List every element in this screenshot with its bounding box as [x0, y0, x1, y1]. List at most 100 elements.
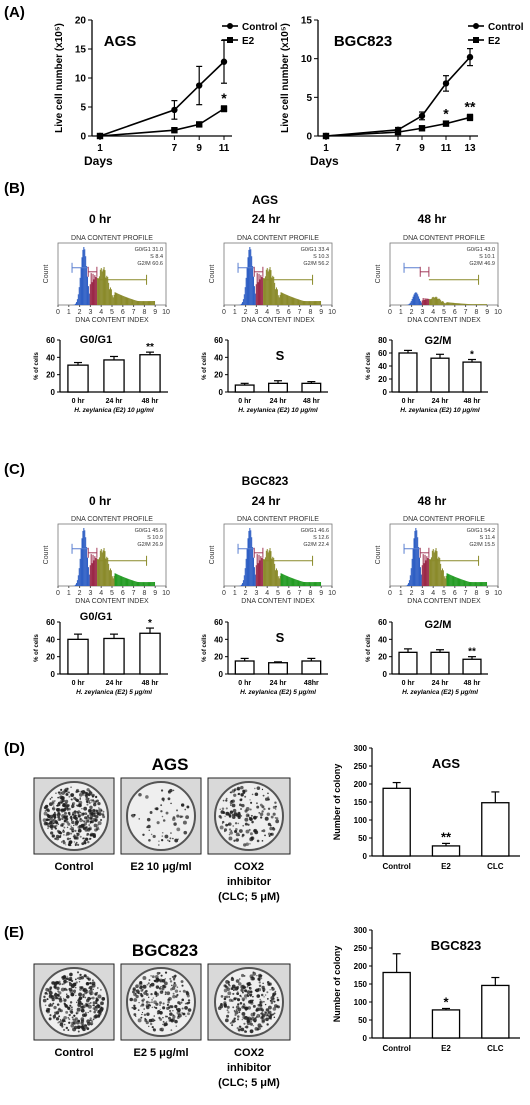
x-tick-label: 7 [172, 143, 178, 154]
colony-dot [238, 978, 241, 980]
histogram-bin [100, 549, 102, 586]
colony-dot [93, 1015, 98, 1019]
colony-dot [53, 1013, 57, 1016]
colony-dot [68, 840, 72, 845]
colony-dot [226, 1014, 230, 1018]
colony-dot [152, 997, 154, 999]
histogram-bin [456, 303, 458, 305]
colony-dot [48, 802, 53, 806]
colony-dot [87, 1011, 89, 1014]
colony-dot [84, 837, 89, 841]
colony-dot [218, 814, 222, 818]
histogram-bin [430, 298, 432, 305]
histogram-x-tick-label: 5 [276, 590, 280, 597]
histogram-bin [262, 277, 264, 305]
histogram-bin [307, 582, 309, 586]
colony-dot [71, 813, 75, 816]
histogram-bin [421, 300, 423, 305]
colony-dot [235, 838, 239, 842]
histogram-x-tick-label: 6 [287, 590, 291, 597]
colony-dot [158, 840, 160, 842]
colony-dot [140, 1005, 142, 1007]
colony-dot [91, 996, 95, 1000]
colony-dot [68, 795, 71, 798]
colony-dot [91, 983, 96, 988]
histogram-bin [149, 582, 151, 586]
colony-dot [232, 1006, 235, 1009]
colony-dot [221, 807, 225, 811]
colony-dot [54, 811, 56, 814]
bar [431, 845, 461, 857]
colony-dot [148, 979, 151, 981]
histogram-bin [242, 299, 244, 305]
histogram-bin [464, 303, 466, 305]
y-tick-label: 200 [354, 962, 368, 971]
colony-dot [159, 978, 163, 983]
colony-plate-image [207, 777, 291, 855]
colony-dot [257, 987, 262, 992]
colony-dot [159, 1027, 163, 1032]
colony-dot [89, 981, 92, 985]
colony-dot [228, 828, 232, 831]
panel-label-a: (A) [4, 4, 25, 21]
colony-dot [262, 794, 265, 797]
histogram-bin [478, 582, 480, 586]
histogram-bin [141, 301, 143, 305]
colony-dot [163, 981, 168, 986]
x-tick-label: 48hr [304, 680, 319, 687]
histogram-bin [312, 301, 314, 305]
colony-dot [160, 789, 164, 792]
colony-dot [244, 1006, 249, 1011]
cell-cycle-stat: G0/G1 54.2 [467, 528, 495, 534]
panel-label-b: (B) [4, 180, 25, 197]
colony-dot [51, 834, 55, 838]
colony-dot [135, 994, 139, 999]
histogram-bin [111, 295, 113, 305]
colony-dot [228, 836, 233, 841]
colony-dot [71, 1006, 73, 1009]
colony-dot [65, 792, 69, 796]
colony-dot [54, 800, 56, 802]
colony-dot [226, 1009, 229, 1012]
histogram-bin [471, 582, 473, 586]
histogram-bin [413, 538, 415, 586]
histogram-x-tick-label: 1 [67, 590, 71, 597]
colony-dot [137, 988, 139, 991]
x-tick-label: E2 [441, 862, 451, 871]
colony-dot [231, 984, 236, 989]
histogram-bin [474, 582, 477, 586]
colony-dot [174, 989, 179, 993]
histogram-bin [418, 557, 421, 586]
colony-dot [61, 817, 64, 821]
colony-dot [151, 1025, 154, 1029]
histogram-bin [260, 275, 262, 305]
histogram-bin [480, 582, 482, 586]
colony-dot [261, 810, 264, 813]
colony-dot [167, 797, 171, 801]
colony-dot [236, 985, 240, 989]
histogram-bin [299, 580, 301, 586]
histogram-bin [83, 528, 85, 586]
colony-dot [158, 987, 161, 989]
histogram-bin [75, 303, 77, 305]
histogram-bin [253, 286, 255, 305]
histogram-bin [414, 530, 416, 586]
colony-dot [62, 830, 65, 834]
colony-dot [275, 819, 280, 824]
panel-label-d: (D) [4, 740, 25, 757]
cell-cycle-stat: S 10.3 [313, 254, 329, 260]
colony-dot [250, 801, 253, 804]
histogram-bin [409, 575, 411, 586]
colony-dot [183, 830, 188, 835]
colony-dot [95, 998, 99, 1002]
histogram-bin [133, 580, 135, 586]
y-tick-label: 0 [80, 132, 86, 143]
histogram-bin [293, 578, 295, 586]
cell-cycle-stat: G2/M 60.6 [137, 261, 163, 267]
cell-cycle-stat: S 11.4 [480, 535, 496, 541]
colony-dot [48, 818, 52, 821]
colony-dot [97, 994, 102, 999]
y-tick-label: 50 [358, 1016, 367, 1025]
colony-dot [46, 998, 49, 1001]
colony-dot [55, 1017, 60, 1021]
